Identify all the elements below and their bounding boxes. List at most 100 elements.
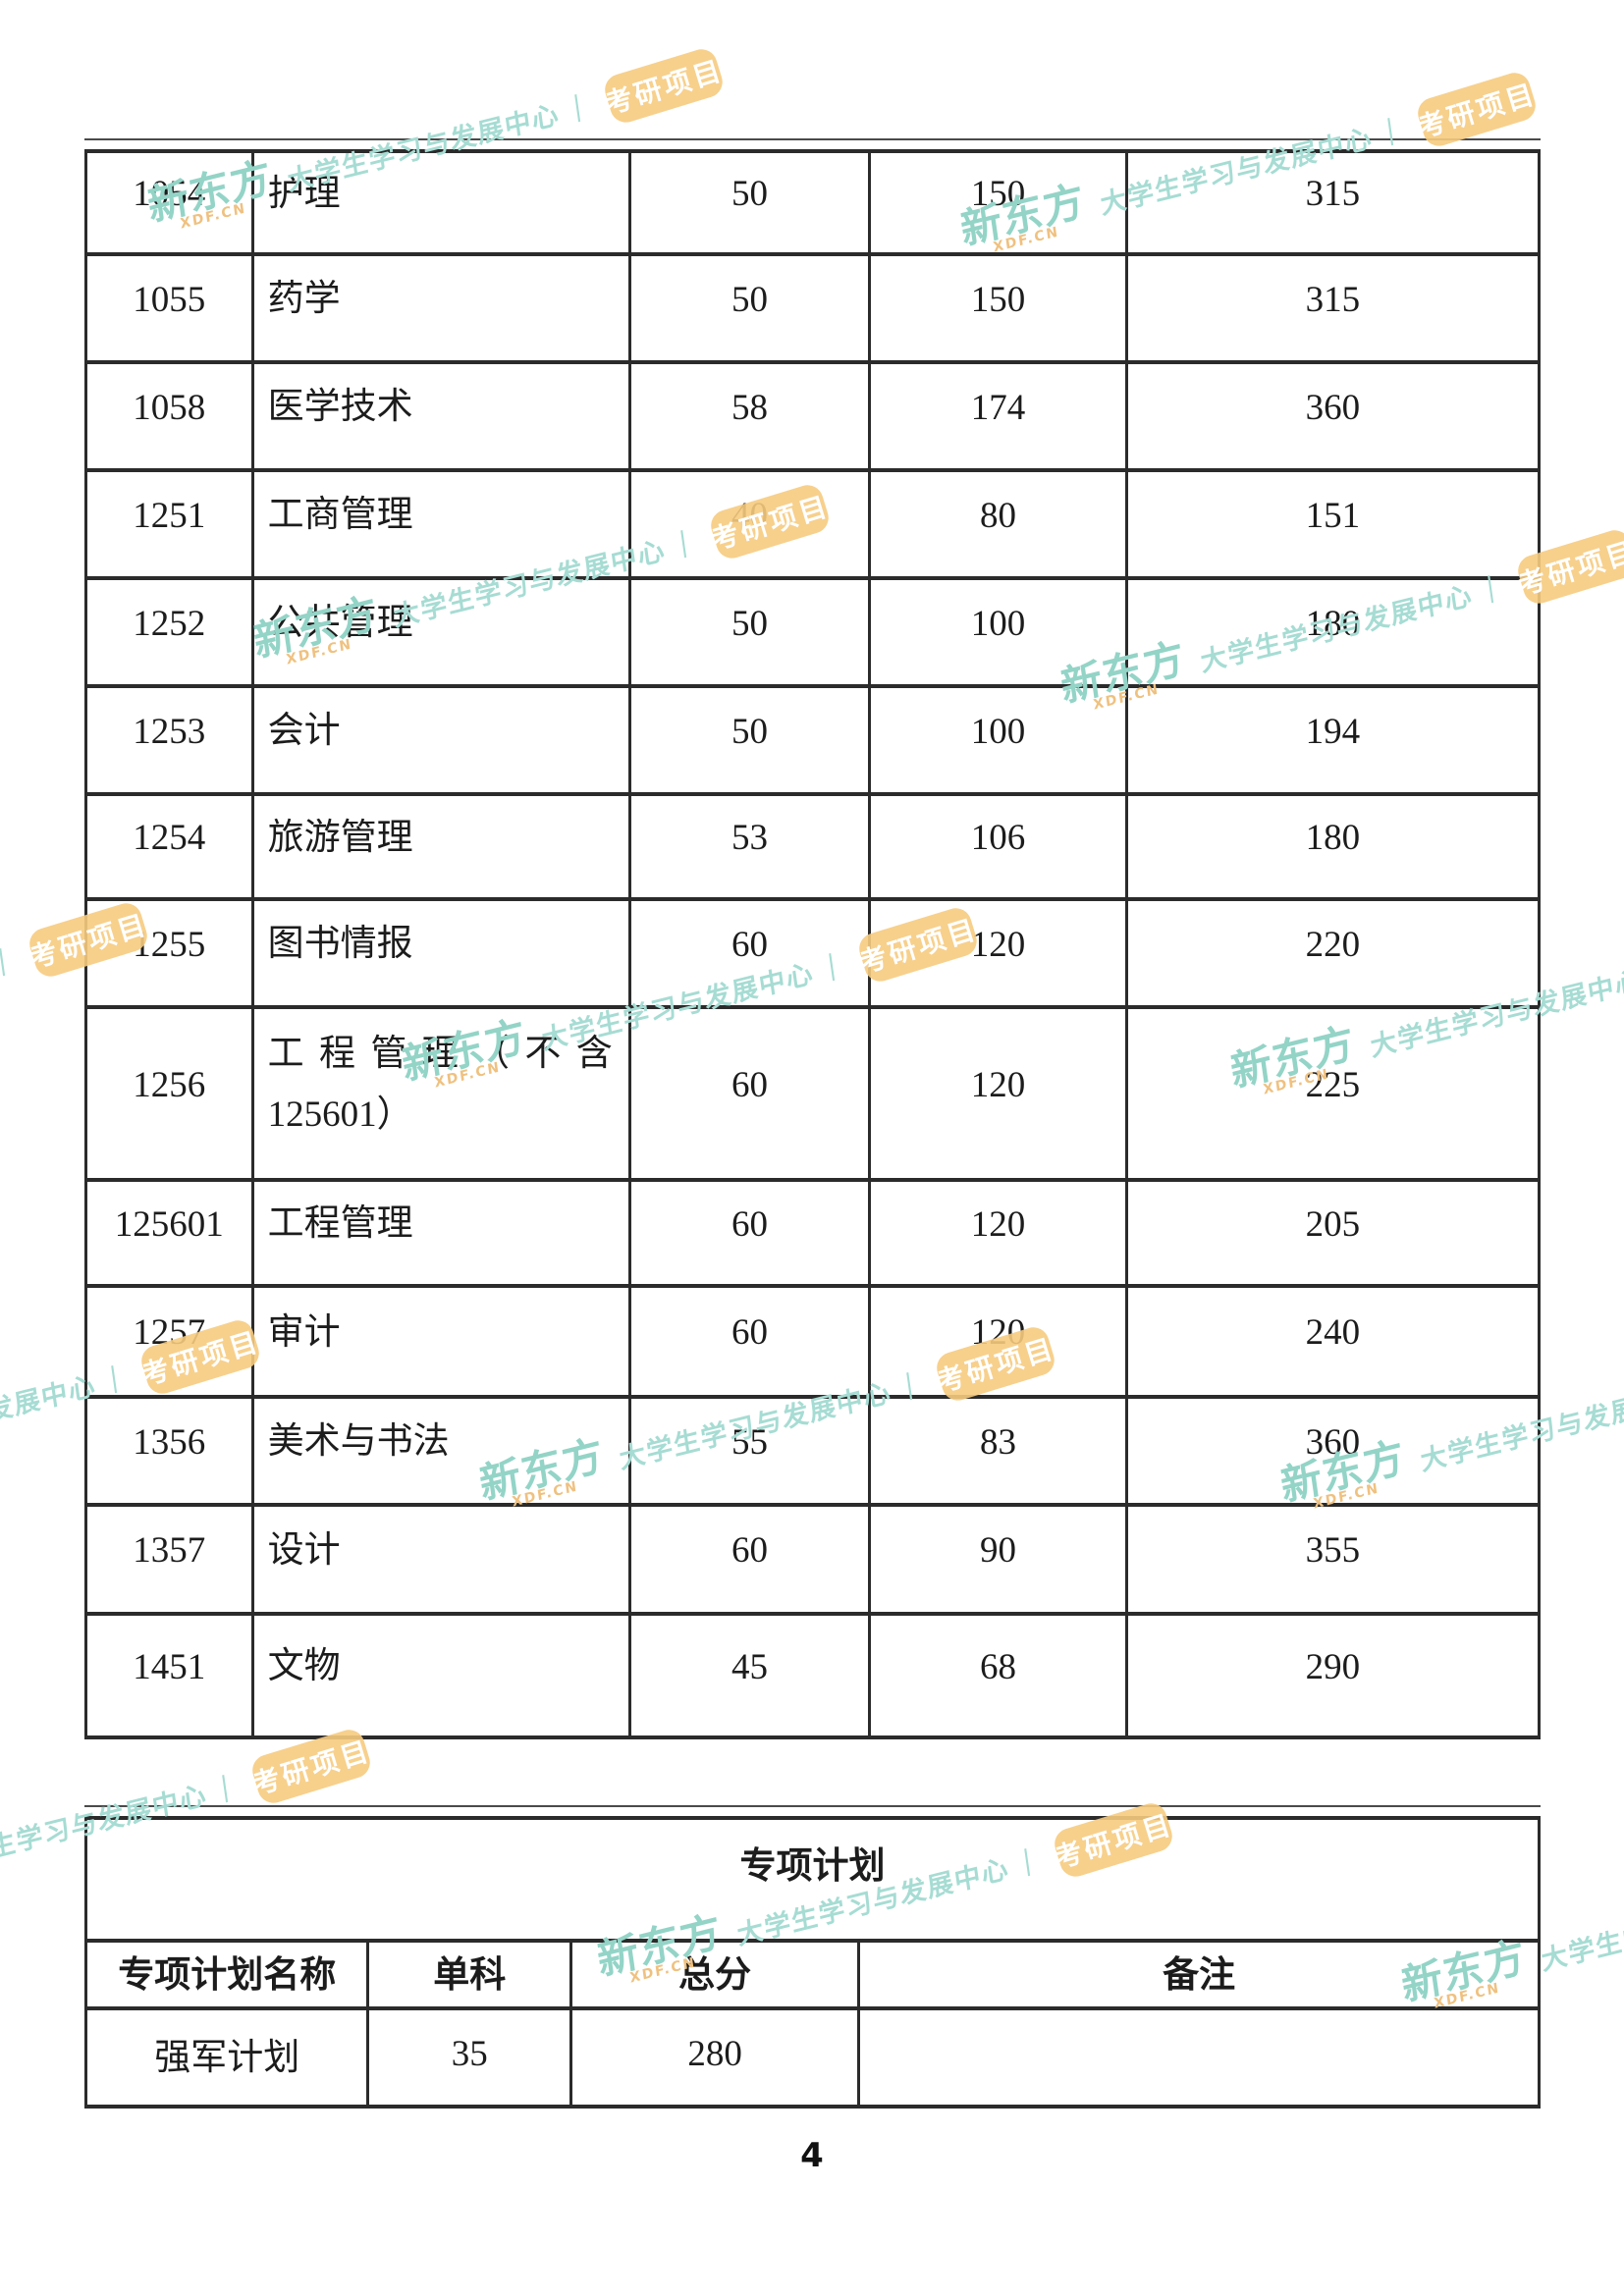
cell-plan-total-score: 280 bbox=[568, 2006, 861, 2109]
table-row: 1055 药学 50 150 315 bbox=[84, 252, 1542, 364]
major-name-line2: 125601） bbox=[267, 1095, 413, 1135]
cell-major-code: 1257 bbox=[84, 1284, 254, 1399]
special-table-top-thin-line bbox=[84, 1805, 1541, 1807]
special-table-header-row: 专项计划名称 单科 总分 备注 bbox=[83, 1939, 1541, 2010]
cell-total-score: 220 bbox=[1124, 897, 1542, 1009]
major-name-line1: 审计 bbox=[267, 1311, 341, 1353]
cell-total-score: 360 bbox=[1124, 360, 1542, 472]
major-name-line1: 工程管理 bbox=[267, 1203, 413, 1244]
major-name-line1: 药学 bbox=[267, 279, 341, 319]
cell-major-code: 1357 bbox=[84, 1503, 254, 1616]
table-row: 1254 旅游管理 53 106 180 bbox=[84, 792, 1542, 901]
separator-bar: ｜ bbox=[563, 91, 595, 129]
cell-single-subject-over100-score: 106 bbox=[868, 792, 1128, 901]
table-row: 1253 会计 50 100 194 bbox=[84, 684, 1542, 796]
page-number: 4 bbox=[800, 2136, 824, 2175]
cell-major-code: 1058 bbox=[84, 360, 254, 472]
cell-single-subject-score: 58 bbox=[627, 360, 872, 472]
cell-total-score: 315 bbox=[1124, 252, 1542, 364]
cell-major-code: 1252 bbox=[84, 576, 254, 688]
cell-major-code: 1256 bbox=[84, 1005, 254, 1182]
cell-single-subject-score: 50 bbox=[627, 684, 872, 796]
major-name-line1: 护理 bbox=[267, 173, 341, 214]
cell-single-subject-score: 55 bbox=[627, 1395, 872, 1507]
cell-major-name: 公共管理 bbox=[250, 576, 631, 688]
kaoyan-project-badge: 考研项目 bbox=[600, 45, 727, 127]
cell-total-score: 290 bbox=[1124, 1612, 1542, 1739]
cell-total-score: 355 bbox=[1124, 1503, 1542, 1616]
cell-single-subject-over100-score: 80 bbox=[868, 468, 1128, 580]
cell-major-name: 设计 bbox=[250, 1503, 631, 1616]
main-table-top-thin-line bbox=[84, 138, 1541, 140]
table-row: 1054 护理 50 150 315 bbox=[84, 149, 1542, 256]
table-row: 125601 工程管理 60 120 205 bbox=[84, 1178, 1542, 1288]
cell-single-subject-over100-score: 150 bbox=[868, 252, 1128, 364]
cell-single-subject-over100-score: 90 bbox=[868, 1503, 1128, 1616]
header-total-score: 总分 bbox=[568, 1939, 861, 2010]
special-table-data-row: 强军计划 35 280 bbox=[83, 2006, 1541, 2109]
cell-major-name: 医学技术 bbox=[250, 360, 631, 472]
cell-single-subject-score: 53 bbox=[627, 792, 872, 901]
cell-single-subject-over100-score: 174 bbox=[868, 360, 1128, 472]
cell-total-score: 360 bbox=[1124, 1395, 1542, 1507]
cell-single-subject-score: 60 bbox=[627, 1178, 872, 1288]
cell-total-score: 151 bbox=[1124, 468, 1542, 580]
cell-single-subject-score: 50 bbox=[627, 252, 872, 364]
cell-major-code: 1055 bbox=[84, 252, 254, 364]
major-name-line1: 美术与书法 bbox=[267, 1421, 450, 1462]
major-name-line1: 旅游管理 bbox=[267, 817, 413, 858]
cell-total-score: 315 bbox=[1124, 149, 1542, 256]
table-row: 1251 工商管理 40 80 151 bbox=[84, 468, 1542, 580]
cell-major-name: 护理 bbox=[250, 149, 631, 256]
cell-major-code: 1253 bbox=[84, 684, 254, 796]
cell-major-name: 文物 bbox=[250, 1612, 631, 1739]
table-row: 1252 公共管理 50 100 180 bbox=[84, 576, 1542, 688]
cell-single-subject-score: 45 bbox=[627, 1612, 872, 1739]
major-name-line1: 设计 bbox=[267, 1529, 341, 1571]
cell-single-subject-over100-score: 120 bbox=[868, 1005, 1128, 1182]
major-name-line1: 公共管理 bbox=[267, 603, 413, 643]
cell-major-code: 1251 bbox=[84, 468, 254, 580]
table-row: 1357 设计 60 90 355 bbox=[84, 1503, 1542, 1616]
major-name-line1: 工商管理 bbox=[267, 495, 413, 535]
cell-total-score: 194 bbox=[1124, 684, 1542, 796]
cell-single-subject-score: 60 bbox=[627, 1005, 872, 1182]
separator-bar: ｜ bbox=[0, 945, 20, 983]
admission-scores-table: 1054 护理 50 150 315 1055 药学 50 bbox=[84, 149, 1542, 1739]
cell-single-subject-over100-score: 83 bbox=[868, 1395, 1128, 1507]
cell-total-score: 240 bbox=[1124, 1284, 1542, 1399]
special-table-title-row: 专项计划 bbox=[84, 1816, 1541, 1943]
cell-major-name: 旅游管理 bbox=[250, 792, 631, 901]
cell-major-code: 125601 bbox=[84, 1178, 254, 1288]
cell-major-name: 美术与书法 bbox=[250, 1395, 631, 1507]
cell-single-subject-over100-score: 100 bbox=[868, 576, 1128, 688]
cell-major-code: 1451 bbox=[84, 1612, 254, 1739]
cell-total-score: 225 bbox=[1124, 1005, 1542, 1182]
table-row: 1256 工程管理（不含 125601） 60 120 225 bbox=[84, 1005, 1542, 1182]
separator-bar: ｜ bbox=[1376, 115, 1408, 152]
cell-total-score: 205 bbox=[1124, 1178, 1542, 1288]
table-row: 1451 文物 45 68 290 bbox=[84, 1612, 1542, 1739]
major-name-line1: 工程管理（不含 bbox=[267, 1034, 613, 1074]
cell-plan-name: 强军计划 bbox=[83, 2006, 370, 2109]
cell-single-subject-over100-score: 120 bbox=[868, 897, 1128, 1009]
table-row: 1356 美术与书法 55 83 360 bbox=[84, 1395, 1542, 1507]
major-name-line1: 文物 bbox=[267, 1646, 341, 1686]
cell-single-subject-over100-score: 150 bbox=[868, 149, 1128, 256]
special-programs-table: 专项计划 专项计划名称 单科 总分 备注 强军计划 35 280 bbox=[83, 1816, 1541, 2109]
cell-single-subject-over100-score: 68 bbox=[868, 1612, 1128, 1739]
table-row: 1058 医学技术 58 174 360 bbox=[84, 360, 1542, 472]
header-remarks: 备注 bbox=[857, 1939, 1541, 2010]
major-name-line1: 图书情报 bbox=[267, 924, 413, 964]
center-name: 大学生学习与发展中心 bbox=[1539, 1879, 1624, 1978]
watermark-center-text: 大学生学习与发展中心｜ bbox=[1539, 1864, 1624, 1978]
cell-major-name: 工商管理 bbox=[250, 468, 631, 580]
cell-single-subject-score: 60 bbox=[627, 1503, 872, 1616]
cell-major-name: 审计 bbox=[250, 1284, 631, 1399]
header-single-subject: 单科 bbox=[366, 1939, 572, 2010]
cell-single-subject-score: 40 bbox=[627, 468, 872, 580]
cell-major-code: 1254 bbox=[84, 792, 254, 901]
special-table-title: 专项计划 bbox=[84, 1816, 1541, 1943]
cell-plan-single-score: 35 bbox=[366, 2006, 572, 2109]
